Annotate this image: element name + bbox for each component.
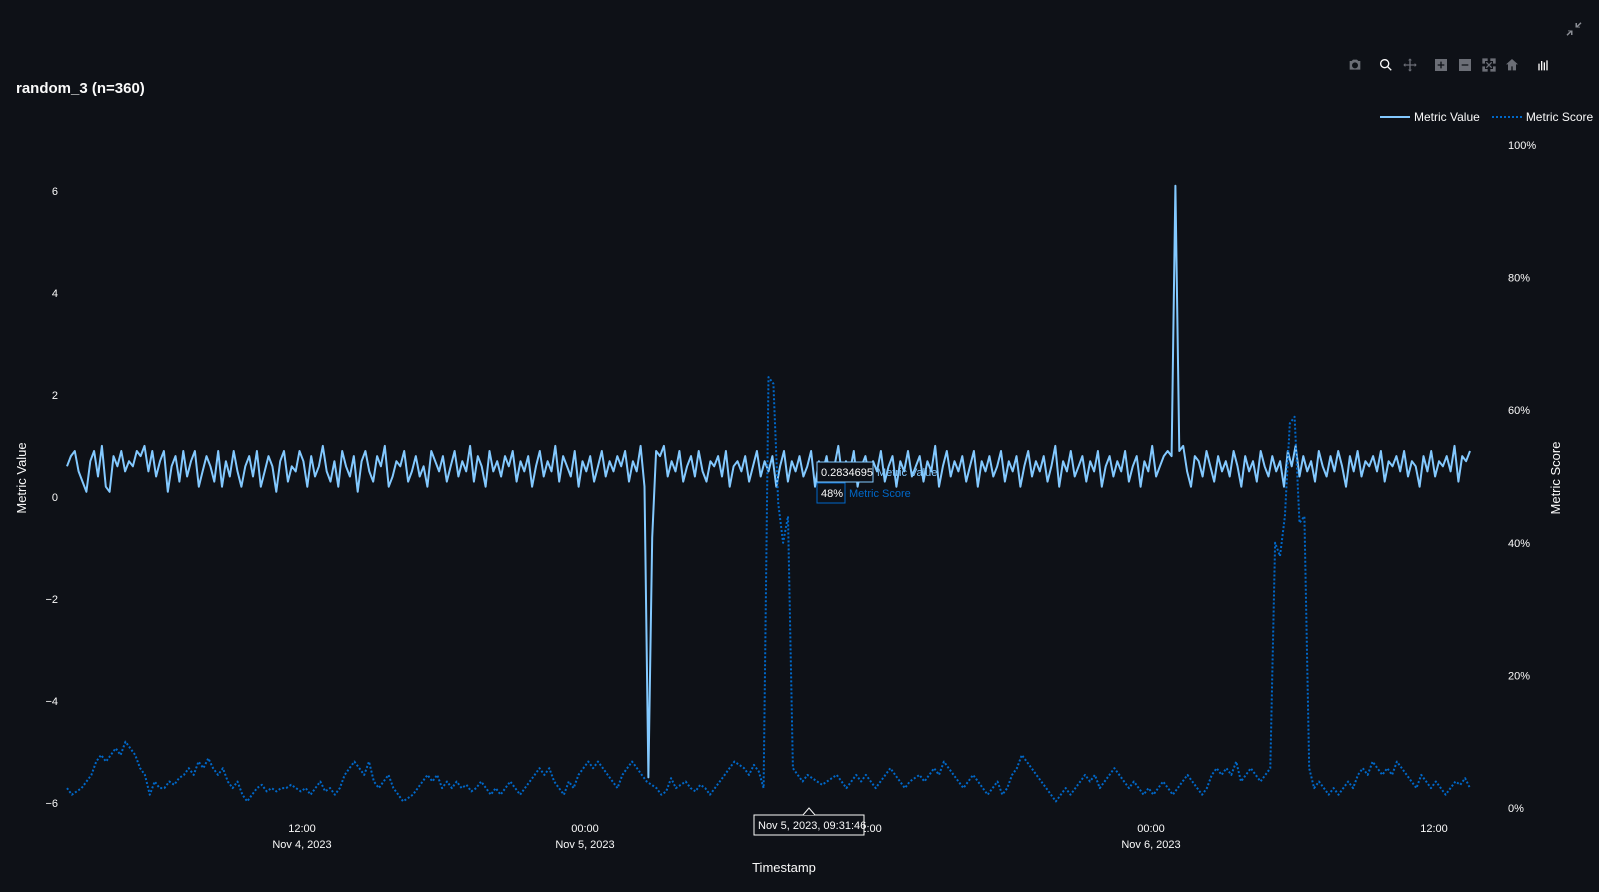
hover-x-text: Nov 5, 2023, 09:31:46 <box>758 820 866 832</box>
pan-icon[interactable] <box>1400 55 1420 75</box>
y2-tick-label: 60% <box>1508 405 1530 417</box>
hover-value-text: 0.2834695 <box>821 467 873 479</box>
camera-icon[interactable] <box>1345 55 1365 75</box>
x-axis-title: Timestamp <box>752 860 816 875</box>
x-tick-label: 12:00 <box>1420 823 1448 835</box>
collapse-icon[interactable] <box>1565 20 1583 38</box>
home-icon[interactable] <box>1502 55 1522 75</box>
spike-lines-icon[interactable] <box>1533 55 1553 75</box>
hover-x-label: Nov 5, 2023, 09:31:46 <box>753 807 866 836</box>
hover-tooltip-value: 0.2834695 Metric Value <box>816 461 937 483</box>
zoom-in-icon[interactable] <box>1431 55 1451 75</box>
y2-tick-label: 40% <box>1508 538 1530 550</box>
x-tick-date-label: Nov 5, 2023 <box>555 839 614 851</box>
y2-tick-label: 80% <box>1508 273 1530 285</box>
y2-axis-title: Metric Score <box>1548 442 1563 515</box>
y2-tick-label: 0% <box>1508 803 1524 815</box>
x-tick-label: 00:00 <box>1137 823 1165 835</box>
y-tick-label: 0 <box>52 492 58 504</box>
y-tick-label: 4 <box>52 288 58 300</box>
series-line-metric-score <box>66 376 1471 803</box>
y-tick-label: −6 <box>45 798 58 810</box>
series-line-metric-value <box>66 184 1471 779</box>
legend-item-metric-value[interactable]: Metric Value <box>1380 110 1480 124</box>
legend-item-metric-score[interactable]: Metric Score <box>1491 110 1594 124</box>
hover-x-pointer <box>802 807 816 816</box>
hover-box <box>816 461 874 483</box>
chart-title: random_3 (n=360) <box>16 80 145 97</box>
y-tick-label: −4 <box>45 696 58 708</box>
hover-box <box>816 482 846 504</box>
legend: Metric Value Metric Score <box>1380 110 1593 124</box>
autoscale-icon[interactable] <box>1479 55 1499 75</box>
y-tick-label: 2 <box>52 390 58 402</box>
hover-tooltip-score: 48% Metric Score <box>816 482 911 504</box>
hover-value-label: Metric Value <box>877 467 937 479</box>
zoom-out-icon[interactable] <box>1455 55 1475 75</box>
y-axis-title: Metric Value <box>14 442 29 513</box>
x-tick-date-label: Nov 4, 2023 <box>272 839 331 851</box>
x-tick-date-label: Nov 6, 2023 <box>1121 839 1180 851</box>
y2-tick-label: 100% <box>1508 140 1536 152</box>
zoom-icon[interactable] <box>1376 55 1396 75</box>
y-tick-label: −2 <box>45 594 58 606</box>
y2-tick-label: 20% <box>1508 670 1530 682</box>
x-tick-label: 12:00 <box>288 823 316 835</box>
legend-swatch-solid <box>1380 116 1410 118</box>
legend-label: Metric Score <box>1525 110 1594 124</box>
hover-score-text: 48% <box>821 488 843 500</box>
hover-score-label: Metric Score <box>849 488 911 500</box>
y-tick-label: 6 <box>52 186 58 198</box>
legend-label: Metric Value <box>1414 110 1480 124</box>
legend-swatch-dotted <box>1491 116 1522 118</box>
x-tick-label: 00:00 <box>571 823 599 835</box>
